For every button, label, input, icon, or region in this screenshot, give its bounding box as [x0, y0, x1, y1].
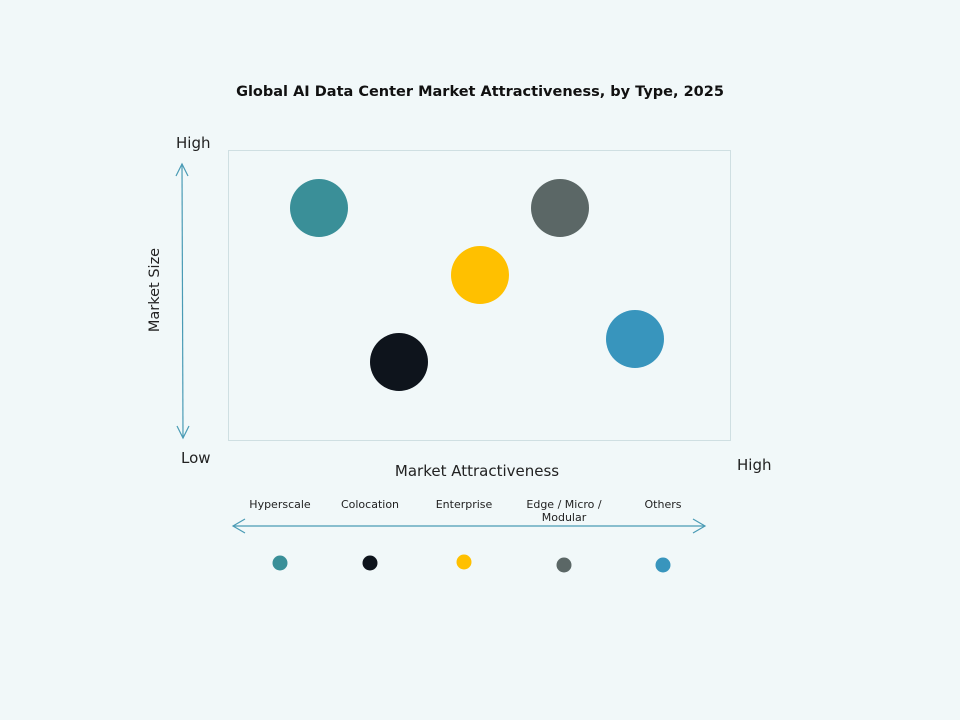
y-axis-arrow-down-icon [176, 425, 190, 440]
legend-label: Enterprise [435, 498, 493, 511]
bubble-enterprise [450, 246, 509, 305]
y-axis-arrow-up-icon [175, 162, 189, 177]
bubble-others [606, 310, 665, 369]
y-axis-low-label: Low [181, 449, 211, 467]
x-axis-high-label: High [737, 456, 772, 474]
bubble-hyperscale [289, 179, 348, 238]
legend-swatch [655, 557, 671, 573]
bubble-colocation [370, 333, 429, 392]
plot-area [228, 150, 731, 441]
legend-swatch [456, 554, 472, 570]
legend-arrow-right-icon [692, 518, 707, 534]
legend-swatch [272, 555, 288, 571]
legend-label: Colocation [340, 498, 400, 511]
legend-label: Edge / Micro / Modular [526, 498, 602, 524]
y-axis-high-label: High [176, 134, 211, 152]
legend-label: Hyperscale [249, 498, 311, 511]
legend-arrow-left-icon [231, 518, 246, 534]
chart-title: Global AI Data Center Market Attractiven… [236, 84, 724, 100]
legend-label: Others [644, 498, 682, 511]
legend-swatch [362, 555, 378, 571]
y-axis-arrow-line [181, 163, 184, 439]
x-axis-title: Market Attractiveness [394, 462, 560, 480]
legend-swatch [556, 557, 572, 573]
bubble-edge-micro-modular [530, 179, 589, 238]
